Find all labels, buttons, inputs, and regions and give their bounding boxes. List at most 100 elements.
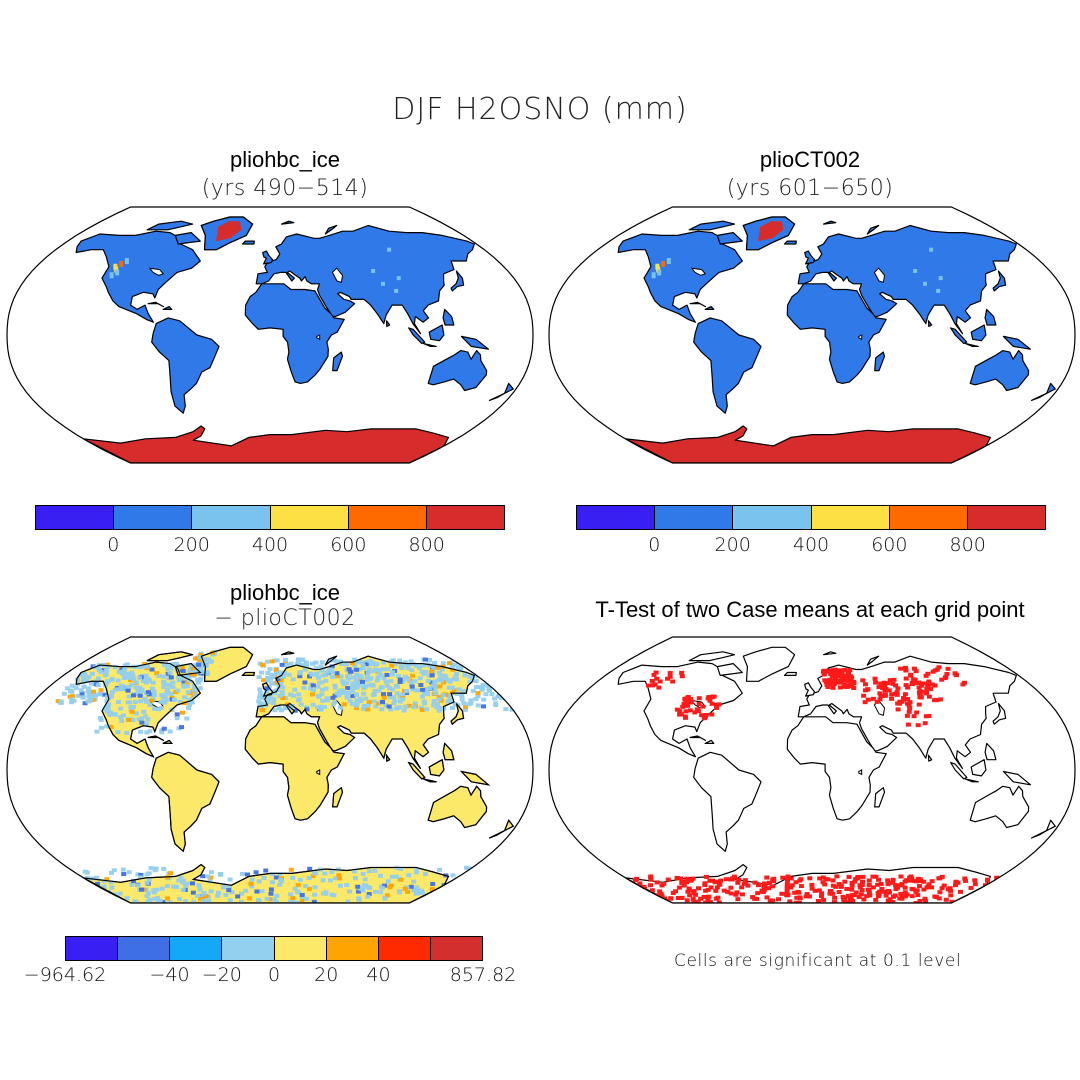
significant-cell — [807, 876, 813, 881]
lake-victoria — [316, 769, 321, 776]
significant-cell — [842, 682, 848, 687]
diff-cell — [336, 693, 342, 698]
land-newZealand — [1046, 382, 1056, 394]
diff-cell — [358, 699, 364, 704]
diff-cell — [256, 900, 262, 903]
diff-cell — [122, 666, 128, 671]
diff-cell — [344, 674, 350, 679]
diff-cell — [335, 674, 341, 679]
significant-cell — [949, 899, 955, 903]
significant-cell — [735, 897, 741, 902]
diff-cell — [183, 883, 189, 888]
snow-cell — [938, 276, 943, 281]
coast-iceland — [241, 671, 255, 676]
diff-cell — [443, 676, 449, 681]
significant-cell — [936, 876, 942, 881]
significant-cell — [684, 876, 690, 881]
diff-cell — [177, 668, 183, 673]
diff-cell — [442, 673, 448, 678]
diff-cell — [473, 685, 479, 690]
diff-cell — [109, 689, 115, 694]
land-novaya — [866, 655, 880, 666]
land-hispaniola — [704, 306, 715, 310]
diff-cell — [149, 698, 155, 703]
diff-cell — [296, 697, 302, 702]
significant-cell — [902, 692, 908, 697]
diff-cell — [124, 730, 130, 735]
diff-cell — [379, 885, 385, 890]
diff-cell — [161, 866, 167, 871]
diff-cell — [414, 870, 420, 875]
diff-cell — [313, 660, 319, 665]
significant-cell — [817, 876, 823, 881]
diff-cell — [79, 691, 85, 696]
diff-cell — [135, 872, 141, 877]
diff-cell — [333, 876, 339, 881]
significant-cell — [866, 878, 872, 883]
diff-cell — [128, 678, 134, 683]
diff-cell — [103, 671, 109, 676]
diff-cell — [341, 689, 347, 694]
colorbar-labels-plioct002: 0 200 400 600 800 — [576, 534, 1046, 558]
significant-cell — [709, 701, 715, 706]
diff-cell — [168, 675, 174, 680]
significant-cell — [861, 897, 867, 902]
significant-cell — [831, 900, 837, 903]
snow-cell — [651, 272, 656, 279]
diff-cell — [137, 675, 143, 680]
diff-cell — [327, 657, 333, 662]
diff-cell — [372, 662, 378, 667]
diff-cell — [223, 892, 229, 897]
significant-cell — [873, 680, 879, 685]
colorbar-tick-label: 0 — [267, 964, 281, 986]
diff-cell — [385, 879, 391, 884]
land-svalbard — [823, 220, 837, 225]
diff-cell — [154, 887, 160, 892]
diff-cell — [147, 679, 153, 684]
significant-cell — [826, 668, 832, 673]
significant-cell — [905, 722, 911, 727]
diff-cell — [352, 869, 358, 874]
significant-cell — [681, 883, 687, 888]
diff-cell — [276, 706, 282, 711]
colorbar-box — [426, 506, 505, 529]
significant-cell — [845, 893, 851, 898]
colorbar-tick-label: 400 — [792, 534, 830, 556]
diff-cell — [347, 889, 353, 894]
diff-cell — [280, 685, 286, 690]
land-svalbard — [823, 651, 837, 656]
diff-cell — [257, 687, 263, 692]
diff-cell — [420, 687, 426, 692]
significant-cell — [783, 892, 789, 897]
diff-cell — [129, 882, 135, 887]
diff-cell — [391, 701, 397, 706]
diff-cell — [163, 697, 169, 702]
diff-cell — [145, 717, 151, 722]
diff-cell — [104, 877, 110, 882]
diff-cell — [162, 700, 168, 705]
diff-cell — [81, 671, 87, 676]
diff-cell — [152, 896, 158, 901]
diff-cell — [98, 688, 104, 693]
significant-cell — [833, 884, 839, 889]
diff-cell — [283, 657, 289, 662]
diff-cell — [415, 888, 421, 893]
diff-cell — [98, 725, 104, 730]
significant-cell — [847, 679, 853, 684]
diff-cell — [354, 701, 360, 706]
snow-cell — [109, 272, 114, 279]
land-japan — [992, 702, 1007, 725]
diff-cell — [149, 686, 155, 691]
significant-cell — [895, 707, 901, 712]
diff-cell — [132, 700, 138, 705]
significant-cell — [739, 892, 745, 897]
diff-cell — [263, 868, 269, 873]
significant-cell — [936, 896, 942, 901]
diff-cell — [277, 882, 283, 887]
diff-cell — [397, 658, 403, 663]
snow-cell — [387, 247, 392, 252]
significant-cell — [721, 888, 727, 893]
diff-cell — [279, 690, 285, 695]
diff-cell — [400, 692, 406, 697]
diff-cell — [161, 679, 167, 684]
